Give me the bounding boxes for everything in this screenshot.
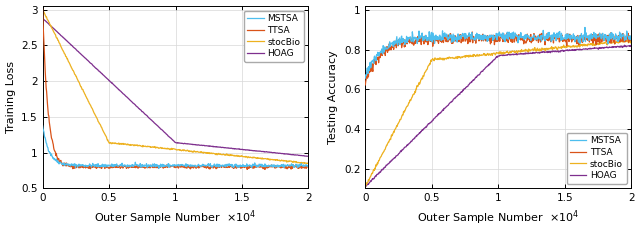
TTSA [216, 164, 224, 167]
HOAG [362, 185, 369, 188]
TTSA [239, 165, 246, 168]
MSTSA [86, 162, 93, 165]
stocBio [216, 153, 224, 156]
stocBio [86, 102, 93, 105]
Y-axis label: Testing Accuracy: Testing Accuracy [328, 50, 339, 144]
TTSA [482, 35, 490, 38]
HOAG [430, 117, 438, 120]
TTSA [468, 31, 476, 33]
MSTSA [217, 165, 225, 168]
Line: TTSA: TTSA [365, 32, 631, 85]
HOAG [305, 155, 312, 158]
HOAG [107, 81, 115, 84]
TTSA [159, 166, 166, 169]
stocBio [107, 142, 115, 144]
MSTSA [107, 164, 115, 167]
HOAG [409, 138, 417, 141]
MSTSA [627, 36, 635, 38]
stocBio [159, 147, 166, 150]
TTSA [39, 7, 47, 10]
stocBio [195, 151, 203, 154]
HOAG [86, 61, 93, 64]
TTSA [540, 36, 547, 39]
MSTSA [539, 35, 547, 38]
HOAG [482, 66, 490, 69]
X-axis label: Outer Sample Number  $\times10^4$: Outer Sample Number $\times10^4$ [94, 209, 257, 227]
HOAG [362, 185, 369, 188]
Legend: MSTSA, TTSA, stocBio, HOAG: MSTSA, TTSA, stocBio, HOAG [244, 10, 304, 62]
TTSA [195, 164, 203, 167]
Y-axis label: Training Loss: Training Loss [6, 61, 15, 133]
Legend: MSTSA, TTSA, stocBio, HOAG: MSTSA, TTSA, stocBio, HOAG [566, 133, 627, 184]
stocBio [39, 8, 47, 11]
HOAG [39, 17, 47, 19]
stocBio [562, 45, 570, 48]
stocBio [362, 186, 369, 188]
TTSA [627, 38, 635, 41]
MSTSA [408, 31, 416, 33]
TTSA [305, 164, 312, 167]
TTSA [408, 43, 416, 45]
HOAG [627, 44, 635, 47]
MSTSA [430, 38, 438, 41]
HOAG [540, 51, 547, 53]
HOAG [216, 146, 224, 148]
Line: TTSA: TTSA [43, 9, 308, 169]
Line: stocBio: stocBio [43, 10, 308, 164]
HOAG [159, 129, 166, 132]
stocBio [621, 38, 629, 41]
stocBio [627, 39, 635, 42]
X-axis label: Outer Sample Number  $\times10^4$: Outer Sample Number $\times10^4$ [417, 209, 579, 227]
MSTSA [155, 167, 163, 170]
stocBio [408, 96, 416, 98]
Line: HOAG: HOAG [365, 45, 631, 186]
stocBio [518, 49, 526, 52]
Line: stocBio: stocBio [365, 40, 631, 187]
Line: MSTSA: MSTSA [43, 126, 308, 168]
HOAG [195, 144, 203, 147]
MSTSA [305, 164, 312, 167]
TTSA [518, 39, 526, 41]
MSTSA [239, 165, 247, 168]
stocBio [239, 155, 246, 158]
HOAG [621, 44, 628, 47]
HOAG [239, 148, 246, 151]
stocBio [539, 48, 547, 51]
HOAG [562, 49, 570, 52]
Line: MSTSA: MSTSA [365, 27, 631, 78]
HOAG [304, 155, 312, 158]
TTSA [562, 38, 570, 41]
stocBio [305, 162, 312, 165]
MSTSA [482, 34, 490, 37]
TTSA [107, 166, 115, 169]
stocBio [482, 53, 490, 56]
MSTSA [362, 77, 369, 79]
TTSA [430, 40, 438, 43]
MSTSA [39, 124, 47, 127]
stocBio [301, 162, 308, 165]
TTSA [362, 83, 369, 86]
HOAG [518, 52, 526, 55]
Line: HOAG: HOAG [43, 18, 308, 156]
TTSA [261, 168, 269, 171]
MSTSA [562, 33, 570, 36]
stocBio [430, 58, 438, 61]
TTSA [86, 167, 93, 169]
MSTSA [159, 163, 167, 166]
MSTSA [581, 26, 589, 29]
MSTSA [518, 36, 526, 38]
MSTSA [196, 164, 204, 167]
